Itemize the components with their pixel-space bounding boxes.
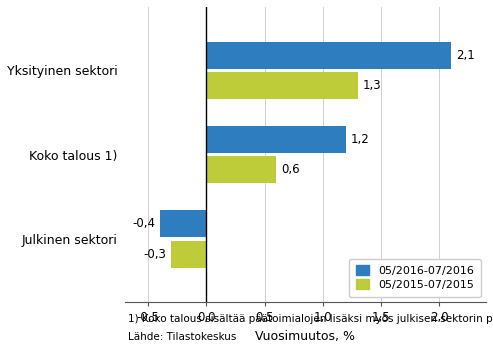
Text: 0,6: 0,6 xyxy=(281,163,299,176)
Text: 1,2: 1,2 xyxy=(351,133,370,146)
Text: 1) Koko talous sisältää päätoimialojen lisäksi myös julkisen sektorin palkkasumm: 1) Koko talous sisältää päätoimialojen l… xyxy=(128,314,493,324)
Text: Lähde: Tilastokeskus: Lähde: Tilastokeskus xyxy=(128,332,237,342)
Bar xyxy=(206,126,346,153)
Legend: 05/2016-07/2016, 05/2015-07/2015: 05/2016-07/2016, 05/2015-07/2015 xyxy=(349,259,481,297)
Bar xyxy=(171,241,206,268)
Bar xyxy=(160,210,206,237)
Bar xyxy=(206,42,451,69)
Bar xyxy=(206,156,276,183)
Text: 1,3: 1,3 xyxy=(362,79,381,92)
Bar xyxy=(206,72,358,99)
X-axis label: Vuosimuutos, %: Vuosimuutos, % xyxy=(255,330,355,343)
Text: -0,3: -0,3 xyxy=(144,248,167,261)
Text: -0,4: -0,4 xyxy=(132,217,155,230)
Text: 2,1: 2,1 xyxy=(456,49,474,62)
